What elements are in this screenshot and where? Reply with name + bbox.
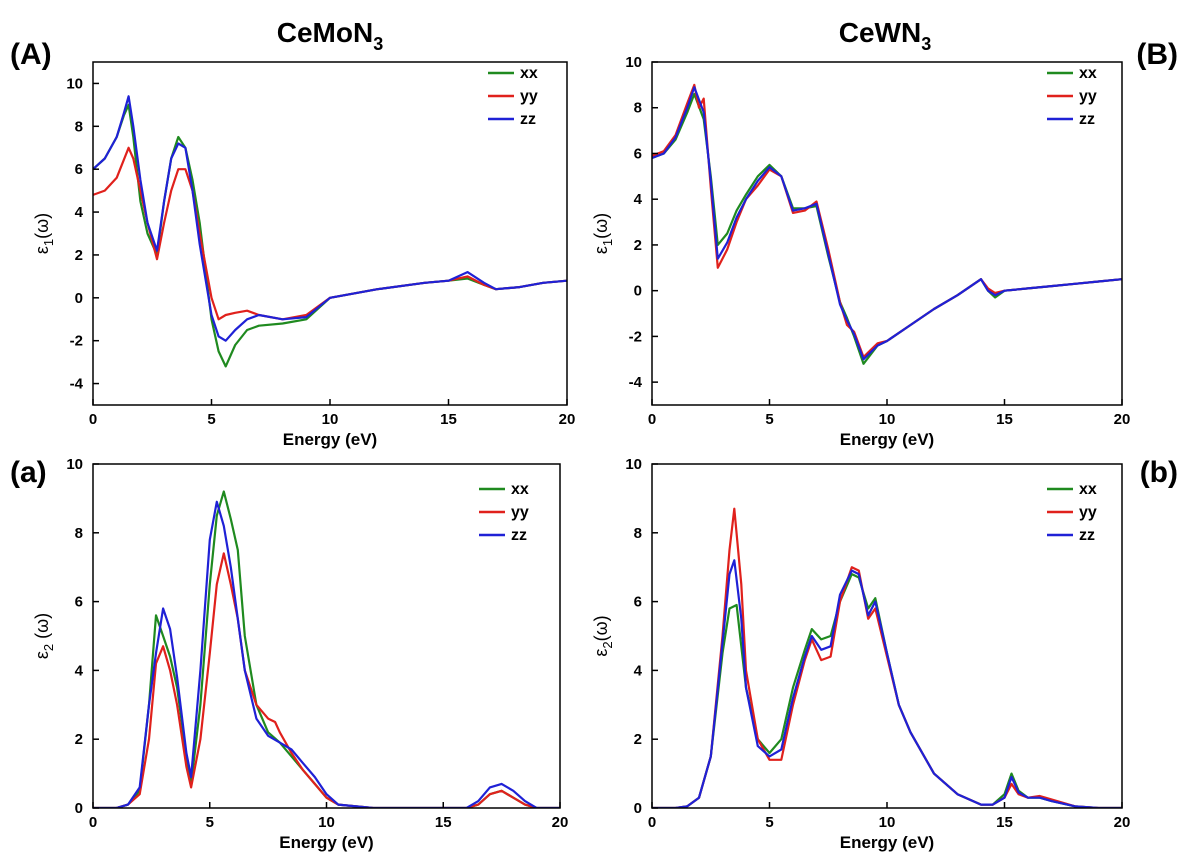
x-axis-label: Energy (eV) <box>279 833 373 852</box>
y-tick-label: 0 <box>634 283 642 300</box>
x-tick-label: 20 <box>552 814 569 831</box>
series-line-yy <box>652 507 1122 808</box>
x-tick-label: 0 <box>89 411 97 428</box>
legend-label-zz: zz <box>1079 111 1095 128</box>
y-tick-label: -4 <box>629 374 643 391</box>
y-tick-label: -2 <box>629 328 642 345</box>
y-tick-label: -4 <box>70 376 84 393</box>
y-tick-label: 2 <box>634 731 642 748</box>
chart-title: CeWN3 <box>839 17 931 54</box>
x-tick-label: 15 <box>440 411 457 428</box>
legend-label-yy: yy <box>520 88 538 105</box>
y-axis-label: ε1(ω) <box>591 213 615 254</box>
legend-label-xx: xx <box>511 481 529 498</box>
series-line-xx <box>652 573 1122 808</box>
y-tick-label: 8 <box>75 118 83 135</box>
y-tick-label: 2 <box>75 731 83 748</box>
y-tick-label: -2 <box>70 333 83 350</box>
y-tick-label: 2 <box>634 237 642 254</box>
chart-panel-1: 0 5 10 15 20 -4 -2 0 2 4 6 8 10 Energy (eV) ε1(ω) CeMoN… <box>10 17 575 449</box>
x-tick-label: 10 <box>322 411 339 428</box>
x-tick-label: 0 <box>648 411 656 428</box>
series-line-zz <box>93 500 560 808</box>
y-tick-label: 4 <box>634 191 643 208</box>
series-line-zz <box>652 559 1122 808</box>
y-tick-label: 6 <box>75 161 83 178</box>
panel-label: (A) <box>10 38 52 71</box>
legend-label-zz: zz <box>520 111 536 128</box>
legend-label-xx: xx <box>520 65 538 82</box>
legend-label-yy: yy <box>1079 88 1097 105</box>
y-tick-label: 10 <box>625 54 642 71</box>
y-tick-label: 0 <box>75 800 83 817</box>
y-tick-label: 4 <box>634 662 643 679</box>
x-tick-label: 15 <box>996 814 1013 831</box>
y-tick-label: 8 <box>634 100 642 117</box>
y-tick-label: 4 <box>75 204 84 221</box>
x-tick-label: 20 <box>1114 411 1131 428</box>
chart-panel-3: 0 5 10 15 20 0 2 4 6 8 10 Energy (eV) ε2 (ω) (a) xx yy z… <box>10 456 568 852</box>
panel-label: (a) <box>10 456 47 489</box>
y-tick-label: 6 <box>75 594 83 611</box>
y-tick-label: 2 <box>75 247 83 264</box>
y-axis-label: ε2(ω) <box>591 615 615 656</box>
x-tick-label: 20 <box>1114 814 1131 831</box>
y-tick-label: 0 <box>634 800 642 817</box>
legend-label-yy: yy <box>511 504 529 521</box>
panel-label: (b) <box>1140 456 1178 489</box>
y-tick-label: 0 <box>75 290 83 307</box>
legend-label-xx: xx <box>1079 481 1097 498</box>
series-line-yy <box>652 83 1122 359</box>
legend-label-zz: zz <box>1079 527 1095 544</box>
legend-label-yy: yy <box>1079 504 1097 521</box>
y-tick-label: 8 <box>634 525 642 542</box>
x-tick-label: 10 <box>879 814 896 831</box>
y-tick-label: 10 <box>66 75 83 92</box>
chart-title: CeMoN3 <box>277 17 383 54</box>
y-axis-label: ε1(ω) <box>32 213 56 254</box>
series-line-yy <box>93 552 560 808</box>
series-line-zz <box>652 86 1122 361</box>
x-tick-label: 5 <box>206 814 214 831</box>
chart-panel-4: 0 5 10 15 20 0 2 4 6 8 10 Energy (eV) ε2(ω) (b) xx yy zz <box>591 456 1178 852</box>
panel-label: (B) <box>1136 38 1178 71</box>
x-tick-label: 5 <box>207 411 215 428</box>
x-tick-label: 15 <box>996 411 1013 428</box>
x-axis-label: Energy (eV) <box>840 833 934 852</box>
y-tick-label: 10 <box>625 456 642 473</box>
series-line-xx <box>652 92 1122 365</box>
plot-area-frame <box>92 61 568 406</box>
x-tick-label: 15 <box>435 814 452 831</box>
x-tick-label: 10 <box>879 411 896 428</box>
x-axis-label: Energy (eV) <box>283 430 377 449</box>
x-tick-label: 0 <box>89 814 97 831</box>
series-line-yy <box>93 146 567 321</box>
y-axis-label: ε2 (ω) <box>32 613 56 659</box>
y-tick-label: 10 <box>66 456 83 473</box>
x-axis-label: Energy (eV) <box>840 430 934 449</box>
y-tick-label: 4 <box>75 662 84 679</box>
legend-label-xx: xx <box>1079 65 1097 82</box>
x-tick-label: 10 <box>318 814 335 831</box>
y-tick-label: 6 <box>634 594 642 611</box>
x-tick-label: 5 <box>765 814 773 831</box>
series-line-zz <box>93 95 567 342</box>
series-line-xx <box>93 103 567 368</box>
chart-panel-2: 0 5 10 15 20 -4 -2 0 2 4 6 8 10 Energy (eV) ε1(ω) CeWN3… <box>591 17 1178 449</box>
legend-label-zz: zz <box>511 527 527 544</box>
x-tick-label: 5 <box>765 411 773 428</box>
y-tick-label: 6 <box>634 145 642 162</box>
x-tick-label: 0 <box>648 814 656 831</box>
y-tick-label: 8 <box>75 525 83 542</box>
x-tick-label: 20 <box>559 411 576 428</box>
plot-area-frame <box>651 61 1123 406</box>
